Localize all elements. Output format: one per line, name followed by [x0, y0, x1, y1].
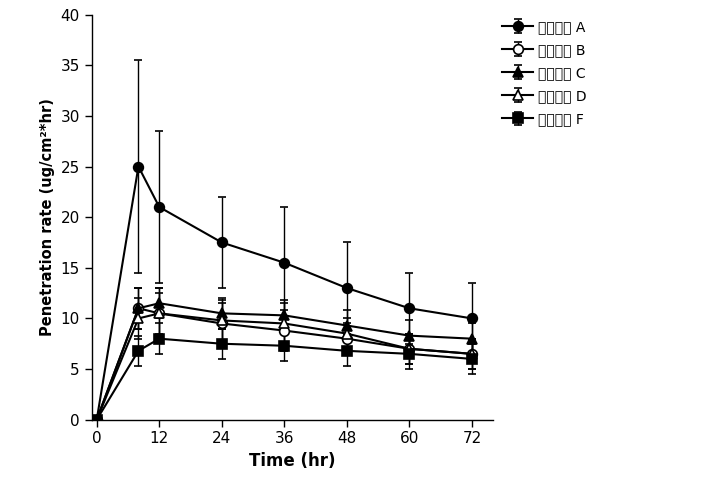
Legend: 점착기제 A, 점착기제 B, 점착기제 C, 점착기제 D, 점착기제 F: 점착기제 A, 점착기제 B, 점착기제 C, 점착기제 D, 점착기제 F — [497, 15, 593, 132]
X-axis label: Time (hr): Time (hr) — [249, 452, 335, 470]
Y-axis label: Penetration rate (ug/cm²*hr): Penetration rate (ug/cm²*hr) — [40, 98, 55, 336]
